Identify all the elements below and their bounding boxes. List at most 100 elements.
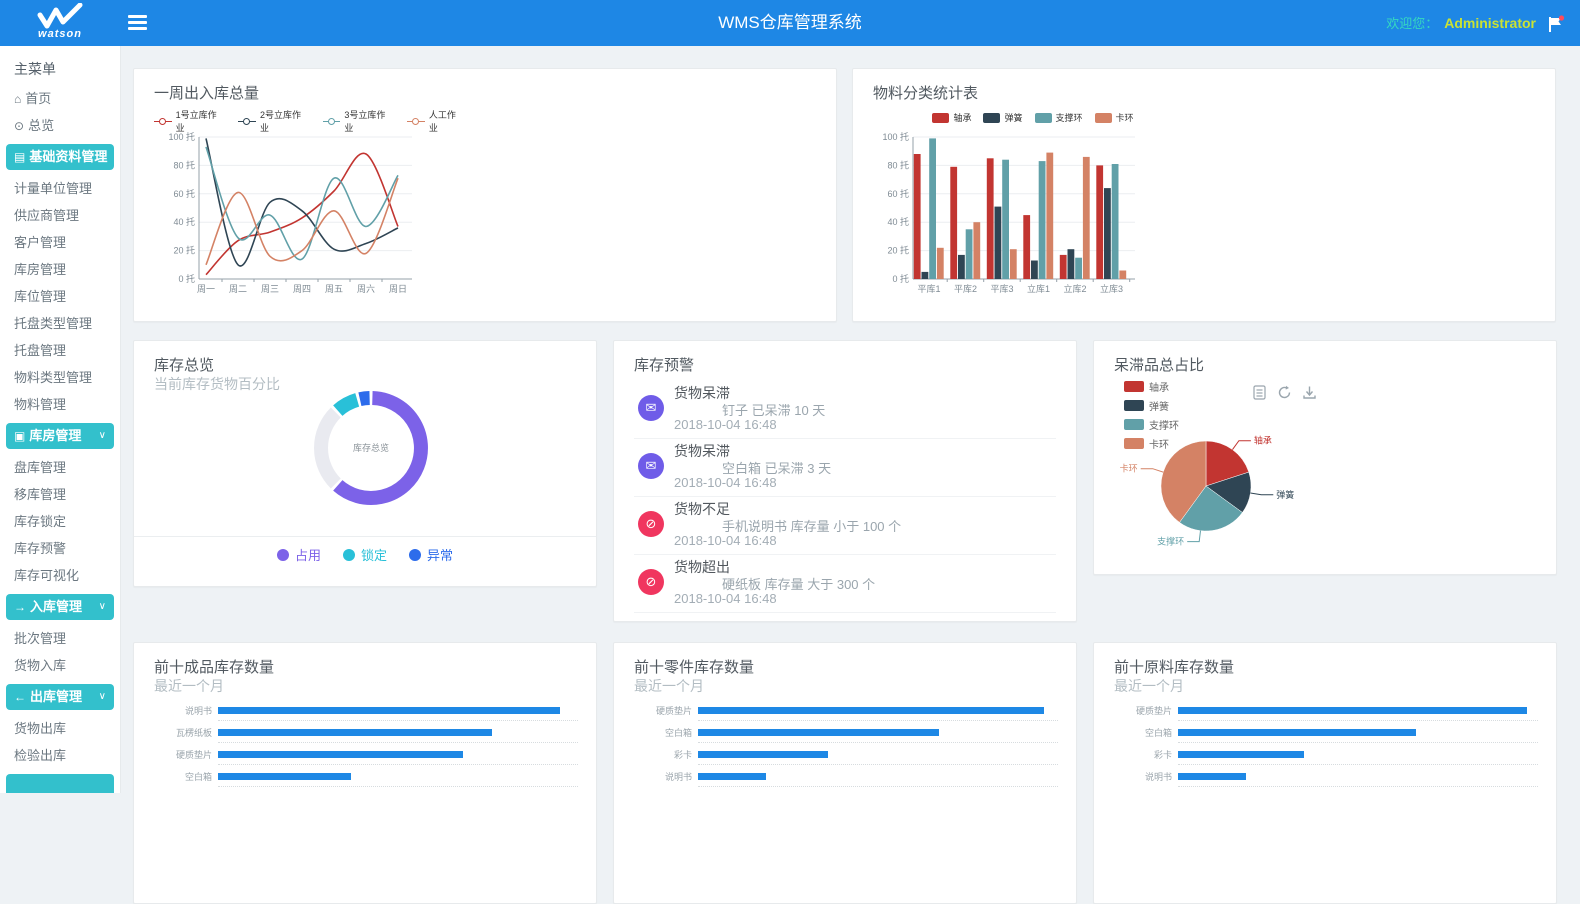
hbar-chart-0: 说明书 瓦楞纸板 硬质垫片 空白箱 <box>154 707 578 795</box>
sidebar-item-16[interactable]: 库存预警 <box>0 535 120 562</box>
legend-item-3[interactable]: 人工作业 <box>407 108 464 134</box>
sidebar-item-19[interactable]: 批次管理 <box>0 625 120 652</box>
alert-title: 货物呆滞 <box>674 385 730 401</box>
hbar-row: 空白箱 <box>154 773 578 795</box>
alert-title: 货物呆滞 <box>674 443 730 459</box>
svg-text:周六: 周六 <box>357 283 375 294</box>
sidebar-item-17[interactable]: 库存可视化 <box>0 562 120 589</box>
sidebar-item-10[interactable]: 物料类型管理 <box>0 364 120 391</box>
sidebar-item-12[interactable]: ▣ 库房管理 ∨ <box>6 423 114 449</box>
legend-item-1[interactable]: 2号立库作业 <box>238 108 308 134</box>
sidebar-item-23[interactable]: 检验出库 <box>0 742 120 769</box>
pie-legend: 轴承 弹簧 支撑环 卡环 <box>1124 379 1179 455</box>
alert-message: 空白箱 已呆滞 3 天 <box>722 461 832 476</box>
top-bar: watson WMS仓库管理系统 欢迎您： Administrator <box>0 0 1580 46</box>
sidebar-item-label: 库存锁定 <box>14 514 67 529</box>
legend-item-0[interactable]: 占用 <box>276 545 321 564</box>
legend-item-1[interactable]: 弹簧 <box>1124 398 1179 413</box>
refresh-icon[interactable] <box>1277 385 1292 400</box>
sidebar-item-7[interactable]: 库位管理 <box>0 283 120 310</box>
sidebar-item-label: 移库管理 <box>14 487 67 502</box>
legend-item-0[interactable]: 1号立库作业 <box>154 108 224 134</box>
sidebar-item-8[interactable]: 托盘类型管理 <box>0 310 120 337</box>
sidebar-item-11[interactable]: 物料管理 <box>0 391 120 418</box>
sidebar-item-3[interactable]: 计量单位管理 <box>0 175 120 202</box>
sidebar-item-15[interactable]: 库存锁定 <box>0 508 120 535</box>
legend-item-2[interactable]: 支撑环 <box>1034 111 1083 124</box>
sidebar-item-22[interactable]: 货物出库 <box>0 715 120 742</box>
alert-title: 货物超出 <box>674 559 730 575</box>
hbar-row: 彩卡 <box>634 751 1058 773</box>
sidebar-item-label: 检验出库 <box>14 748 67 763</box>
sidebar-item-label: 物料管理 <box>14 397 67 412</box>
svg-text:80 托: 80 托 <box>173 159 195 170</box>
sidebar-item-2[interactable]: ▤ 基础资料管理 <box>6 144 114 170</box>
sidebar: 主菜单 ⌂ 首页 ⊙ 总览 ▤ 基础资料管理 计量单位管理 供应商管理 客户管理 库房管理 库位管理… <box>0 46 121 793</box>
welcome-label: 欢迎您： <box>1386 16 1439 31</box>
hbar-label: 彩卡 <box>673 750 692 760</box>
card-title: 库存预警 <box>634 357 695 374</box>
legend-item-0[interactable]: 轴承 <box>932 111 971 124</box>
sidebar-item-label: 出库管理 <box>30 689 83 704</box>
card-stagnant-goods-ratio: 呆滞品总占比 轴承 弹簧 支撑环 卡环 轴承 弹簧 支撑环 卡环 <box>1093 340 1557 575</box>
arrow-left-icon: ← <box>14 690 26 704</box>
alert-item-1: ✉ 货物呆滞 空白箱 已呆滞 3 天 2018-10-04 16:48 <box>634 439 1056 497</box>
legend-item-3[interactable]: 卡环 <box>1094 111 1134 124</box>
sidebar-item-6[interactable]: 库房管理 <box>0 256 120 283</box>
download-icon[interactable] <box>1302 385 1317 400</box>
legend-item-1[interactable]: 弹簧 <box>983 111 1023 124</box>
alert-item-3: ⊘ 货物超出 硬纸板 库存量 大于 300 个 2018-10-04 16:48 <box>634 555 1056 613</box>
sidebar-item-20[interactable]: 货物入库 <box>0 652 120 679</box>
logo-text: watson <box>38 28 82 40</box>
sidebar-item-4[interactable]: 供应商管理 <box>0 202 120 229</box>
block-icon: ⊘ <box>638 511 664 537</box>
flag-notification-icon[interactable] <box>1546 14 1566 34</box>
sidebar-item-13[interactable]: 盘库管理 <box>0 454 120 481</box>
card-title: 前十原料库存数量 <box>1114 659 1235 676</box>
sidebar-item-18[interactable]: → 入库管理 ∨ <box>6 594 114 620</box>
bar-legend: 轴承 弹簧 支撑环 卡环 <box>873 111 1193 124</box>
sidebar-item-9[interactable]: 托盘管理 <box>0 337 120 364</box>
legend-item-1[interactable]: 锁定 <box>342 545 387 564</box>
card-title: 呆滞品总占比 <box>1114 357 1205 374</box>
legend-item-2[interactable]: 异常 <box>409 545 453 564</box>
sidebar-item-21[interactable]: ← 出库管理 ∨ <box>6 684 114 710</box>
hbar-label: 说明书 <box>184 706 212 716</box>
overview-icon: ⊙ <box>14 119 25 133</box>
hbar-bar <box>1178 707 1528 714</box>
sidebar-item-partial[interactable] <box>6 774 114 793</box>
svg-text:立库3: 立库3 <box>1100 283 1123 294</box>
alert-title: 货物不足 <box>674 501 730 517</box>
app-logo[interactable]: watson <box>0 0 120 46</box>
alert-timestamp: 2018-10-04 16:48 <box>674 417 777 432</box>
card-title: 物料分类统计表 <box>873 85 979 102</box>
svg-text:周二: 周二 <box>229 284 247 294</box>
legend-item-2[interactable]: 支撑环 <box>1124 417 1179 432</box>
alert-message: 钉子 已呆滞 10 天 <box>722 403 826 418</box>
legend-item-3[interactable]: 卡环 <box>1124 436 1179 451</box>
sidebar-item-5[interactable]: 客户管理 <box>0 229 120 256</box>
card-subtitle: 当前库存货物百分比 <box>154 376 280 392</box>
username[interactable]: Administrator <box>1444 15 1536 31</box>
watson-logo-icon <box>37 3 83 29</box>
sidebar-item-14[interactable]: 移库管理 <box>0 481 120 508</box>
sidebar-menu-label: 主菜单 <box>14 61 56 77</box>
warehouse-icon: ▣ <box>14 429 26 443</box>
sidebar-item-1[interactable]: ⊙ 总览 <box>0 112 120 139</box>
alert-item-2: ⊘ 货物不足 手机说明书 库存量 小于 100 个 2018-10-04 16:48 <box>634 497 1056 555</box>
divider <box>134 536 596 537</box>
svg-text:周五: 周五 <box>325 284 343 294</box>
legend-item-2[interactable]: 3号立库作业 <box>322 108 393 134</box>
sidebar-item-0[interactable]: ⌂ 首页 <box>0 85 120 112</box>
svg-text:平库1: 平库1 <box>917 283 940 294</box>
line-chart: 0 托 20 托 40 托 60 托 80 托 100 托周一 周二 周三 周四 周五 周六 周日 <box>154 127 474 307</box>
svg-text:0 托: 0 托 <box>892 273 909 284</box>
card-subtitle: 最近一个月 <box>154 678 224 694</box>
legend-item-0[interactable]: 轴承 <box>1124 379 1179 394</box>
svg-text:40 托: 40 托 <box>173 216 195 227</box>
hbar-row: 说明书 <box>154 707 578 729</box>
page-title: WMS仓库管理系统 <box>718 13 862 32</box>
hamburger-menu-icon[interactable] <box>128 15 147 31</box>
data-view-icon[interactable] <box>1252 385 1267 400</box>
alert-message: 硬纸板 库存量 大于 300 个 <box>722 577 876 592</box>
